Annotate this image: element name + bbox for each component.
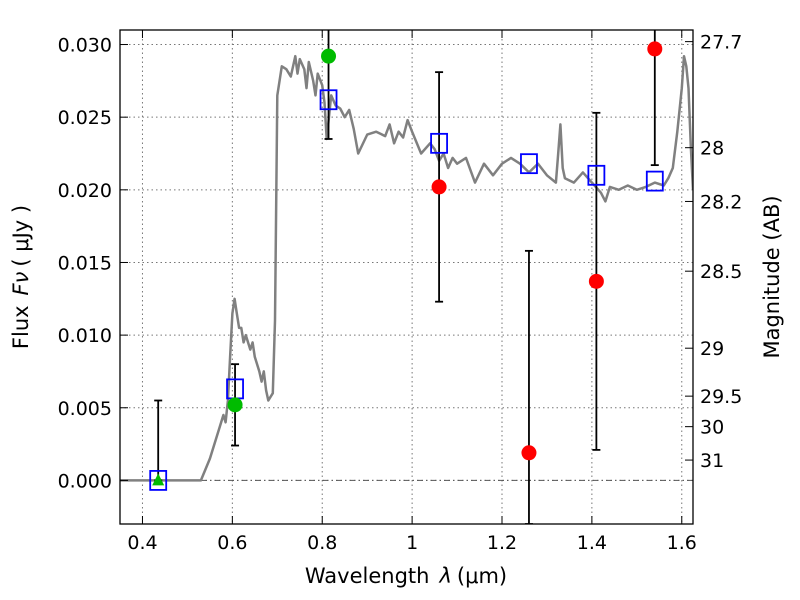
right-tick-label: 29 — [700, 338, 724, 360]
model-bandpass-square — [645, 170, 664, 192]
plot-frame — [119, 29, 694, 525]
x-axis-ticks: 0.4 0.6 0.8 1 1.2 1.4 1.6 — [127, 30, 697, 554]
right-axis-label: Magnitude (AB) — [760, 195, 784, 358]
model-spectrum-layer — [120, 54, 693, 482]
model-bandpass-square — [587, 164, 606, 186]
y-axis-ticks: 0.000 0.005 0.010 0.015 0.020 0.025 0.030 — [58, 35, 128, 492]
x-tick-label: 1 — [406, 532, 418, 554]
grid — [120, 30, 693, 524]
y-tick-label: 0.000 — [58, 470, 112, 492]
y-tick-label: 0.010 — [58, 325, 112, 347]
right-tick-label: 28.5 — [700, 261, 742, 283]
model-bandpass-square — [149, 470, 168, 491]
nondetection-point — [647, 41, 663, 57]
y-axis-label: FluxFν( μJy ) — [9, 205, 33, 349]
error-bars — [154, 30, 659, 524]
nondetection-point — [521, 445, 537, 461]
nondetection-point — [588, 273, 604, 289]
x-axis-label: Wavelength λ (μm) — [305, 564, 507, 588]
nondetection-point — [431, 179, 447, 195]
x-tick-label: 1.2 — [487, 532, 517, 554]
right-axis-ticks: 27.7 28 28.2 28.5 29 29.5 30 31 — [685, 32, 742, 472]
y-tick-label: 0.025 — [58, 107, 112, 129]
model-bandpass-square — [520, 153, 538, 175]
detection-point — [321, 48, 337, 64]
y-tick-label: 0.015 — [58, 252, 112, 274]
x-tick-label: 1.6 — [667, 532, 697, 554]
y-tick-label: 0.030 — [58, 35, 112, 57]
model-spectrum-line — [120, 54, 693, 482]
right-tick-label: 31 — [700, 450, 724, 472]
upper-limit-triangle — [152, 473, 165, 486]
x-tick-label: 0.8 — [307, 532, 337, 554]
y-tick-label: 0.005 — [58, 398, 112, 420]
right-tick-label: 28.2 — [700, 191, 742, 213]
right-tick-label: 28 — [700, 138, 724, 160]
markers — [149, 41, 664, 491]
detection-point — [227, 397, 243, 413]
right-tick-label: 29.5 — [700, 386, 742, 408]
x-tick-label: 1.4 — [577, 532, 607, 554]
right-tick-label: 27.7 — [700, 32, 742, 54]
y-tick-label: 0.020 — [58, 180, 112, 202]
right-tick-label: 30 — [700, 417, 724, 439]
x-tick-label: 0.4 — [127, 532, 157, 554]
model-bandpass-square — [430, 132, 448, 154]
model-bandpass-square — [319, 89, 338, 111]
x-tick-label: 0.6 — [217, 532, 247, 554]
